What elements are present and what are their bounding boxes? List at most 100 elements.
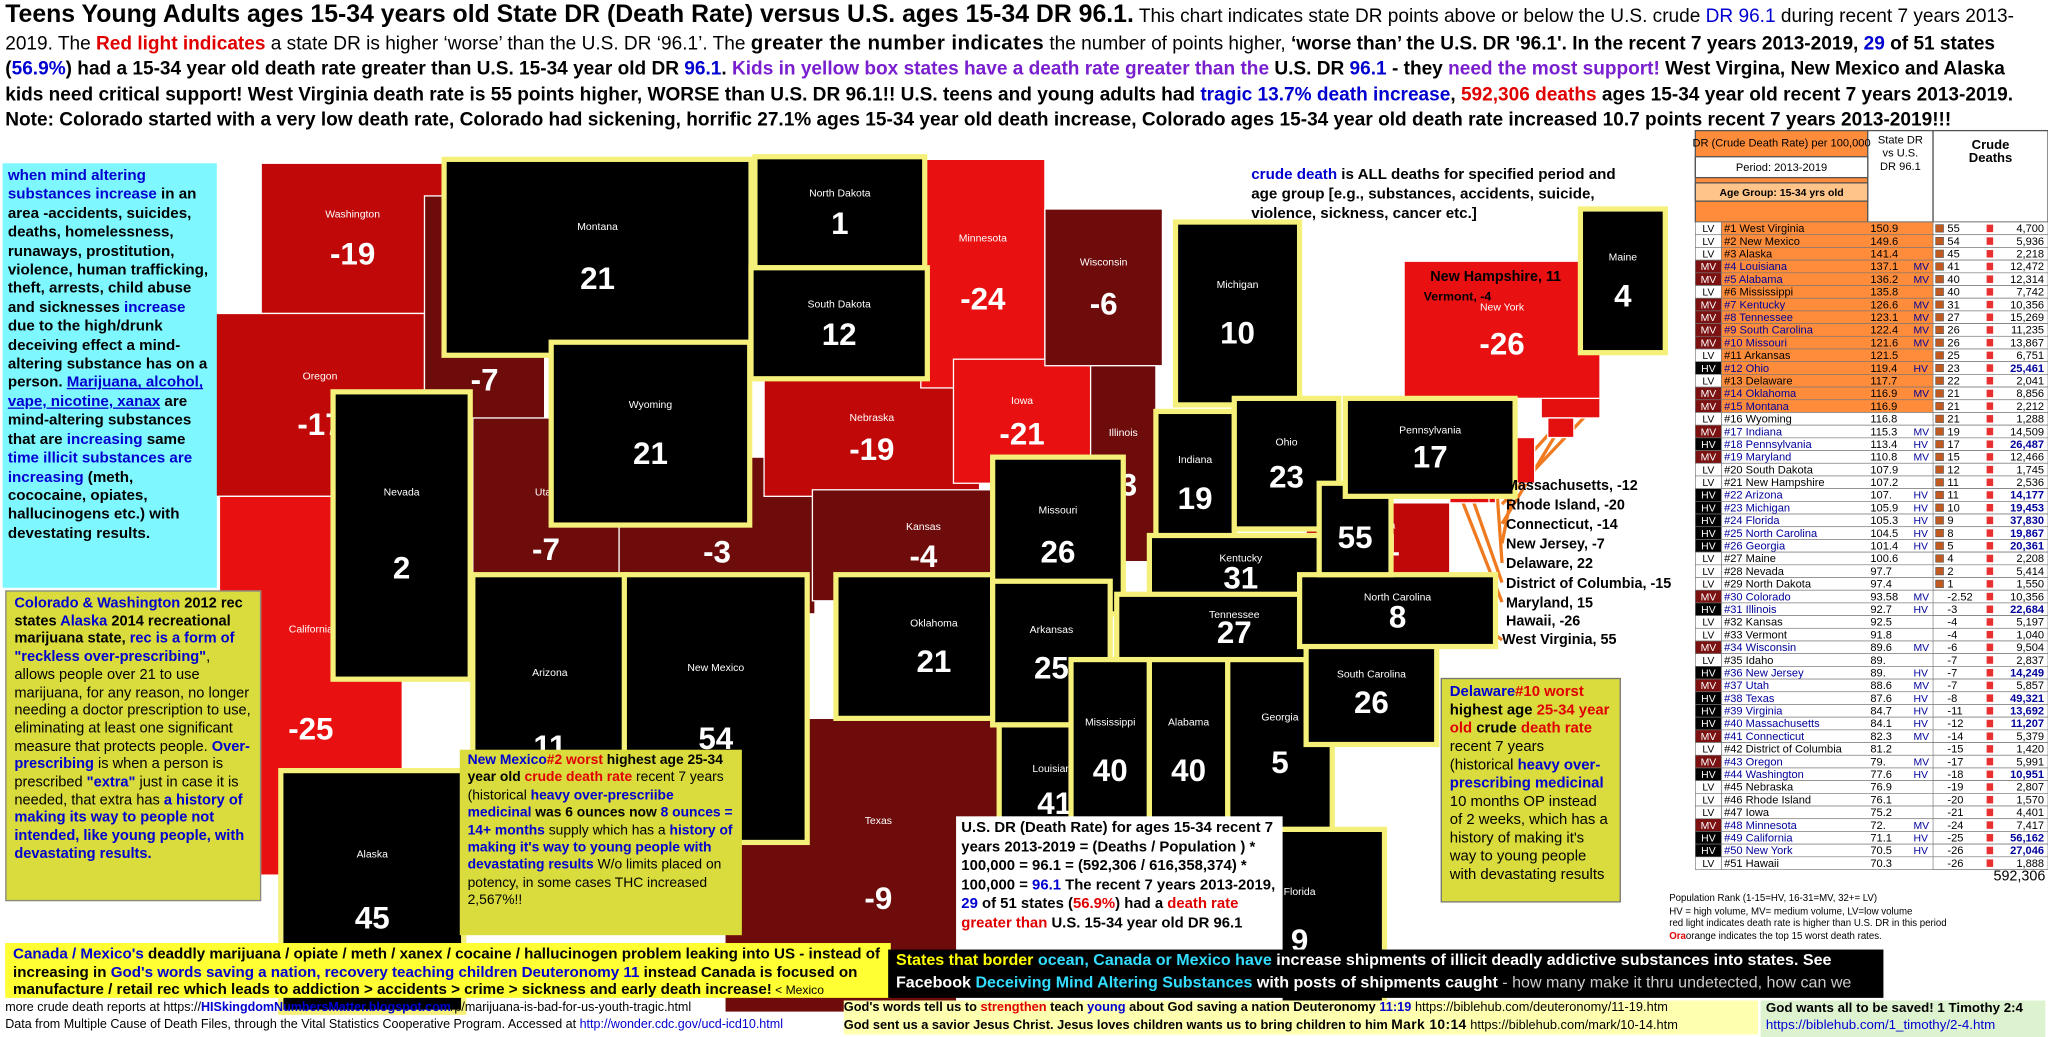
deaths-indicator (1986, 580, 1994, 588)
deaths-cell: 4,700 (2016, 223, 2044, 235)
deaths-cell: 5,991 (2016, 756, 2044, 768)
deaths-cell: 10,951 (2010, 769, 2044, 781)
state-value: 26 (1354, 685, 1389, 720)
vol-text: HV (1701, 440, 1716, 451)
deaths-cell: 12,314 (2010, 274, 2044, 286)
diff-cell: 11 (1947, 490, 1959, 502)
text-run: 56.9% (1072, 896, 1116, 913)
dr-cell: 137.1 (1870, 261, 1898, 273)
state-value: -6 (1090, 286, 1118, 321)
flag-cell: HV (1913, 491, 1928, 502)
deaths-indicator (1986, 630, 1994, 639)
vol-text: HV (1701, 707, 1716, 718)
text-run: ) had a (1115, 896, 1168, 913)
vol-text: MV (1701, 275, 1717, 286)
text-run: due to the high/drunk deceiving effect a… (7, 317, 208, 392)
state-shape (1146, 656, 1231, 846)
diff-indicator (1935, 541, 1944, 550)
text-run: Red light indicates (96, 33, 266, 55)
text-run: https://biblehub.com/deuteronomy/11-19.h… (1411, 1000, 1668, 1015)
deaths-cell: 2,212 (2016, 401, 2044, 413)
dr-cell: 72. (1870, 820, 1885, 832)
state-name-cell: #2 New Mexico (1724, 236, 1800, 248)
state-shape (441, 156, 754, 358)
deaths-cell: 37,830 (2010, 515, 2044, 527)
diff-cell: -11 (1947, 706, 1962, 718)
state: South Dakota 12 (748, 265, 930, 382)
deaths-cell: 1,745 (2016, 464, 2044, 476)
state-value: -3 (703, 535, 731, 570)
diff-indicator (1935, 389, 1944, 398)
state-shape (1068, 656, 1152, 846)
state-name: Texas (865, 816, 892, 827)
vol-text: LV (1702, 224, 1714, 235)
text-run: New Mexico (467, 752, 547, 768)
vol-text: MV (1701, 338, 1717, 349)
state: Michigan 10 (1172, 219, 1303, 408)
text-run: 2014 recreational marijuana state, (14, 613, 231, 648)
state-value: 17 (1413, 439, 1448, 474)
text-run: 8 ounces = 14+ months (467, 804, 733, 839)
vol-text: MV (1701, 427, 1717, 438)
text-run: crude death (1251, 165, 1338, 183)
state-shape (920, 158, 1046, 389)
diff-cell: 31 (1947, 299, 1959, 311)
diff-indicator (1935, 325, 1944, 335)
state-name-cell: #16 Wyoming (1724, 414, 1792, 426)
diff-cell: 45 (1947, 249, 1959, 261)
text-run: rec is a form of "reckless over-prescrib… (14, 631, 235, 665)
text-run: W/o limits placed on potency, in some ca… (467, 857, 722, 909)
vol-text: LV (1702, 237, 1714, 248)
state-value: 19 (1178, 481, 1213, 516)
deaths-cell: 10,356 (2010, 299, 2044, 311)
callout-label: New Jersey, -7 (1505, 536, 1605, 553)
state: Ohio 23 (1231, 395, 1342, 532)
deaths-indicator (1986, 300, 1994, 309)
dr-cell: 87.6 (1870, 693, 1892, 705)
text-run: increase (124, 298, 186, 316)
diff-indicator (1935, 465, 1944, 474)
state-name: New York (1480, 303, 1525, 314)
state-name: Tennessee (1209, 610, 1260, 621)
text-run: is ALL deaths for specified period and a… (1251, 165, 1616, 223)
vol-text: HV (1701, 770, 1716, 781)
dr-cell: 126.6 (1870, 299, 1898, 311)
state-name-cell: #43 Oregon (1724, 756, 1783, 768)
deaths-indicator (1986, 707, 1994, 715)
state-value: -19 (849, 432, 894, 467)
deaths-cell: 5,379 (2016, 731, 2044, 743)
diff-cell: -2.52 (1947, 591, 1972, 603)
state-name: Kansas (906, 522, 941, 533)
deaths-cell: 15,269 (2010, 312, 2044, 324)
diff-cell: 10 (1947, 502, 1959, 514)
delaware-note: Delaware#10 worst highest age 25-34 year… (1440, 677, 1621, 903)
state-name: Oregon (303, 371, 338, 382)
dr-cell: 97.4 (1870, 579, 1892, 591)
deaths-indicator (1986, 770, 1994, 779)
flag-cell: HV (1913, 668, 1928, 679)
diff-cell: -17 (1947, 756, 1963, 768)
text-run: . (721, 59, 732, 80)
vol-text: LV (1702, 580, 1714, 591)
dr-cell: 89. (1870, 667, 1885, 679)
vol-text: LV (1702, 745, 1714, 756)
state-shape (548, 339, 753, 528)
text-run: same (142, 430, 186, 448)
text-run: increase shipments of illicit deadly add… (895, 950, 1832, 992)
flag-cell: HV (1913, 770, 1928, 781)
dr-cell: 110.8 (1870, 452, 1897, 464)
state-name: Minnesota (959, 234, 1007, 245)
vol-text: MV (1701, 402, 1717, 413)
state-name-cell: #38 Texas (1724, 693, 1775, 705)
state: Mississippi 40 (1068, 656, 1152, 846)
death-rate-table: DR (Crude Death Rate) per 100,000 Period:… (1692, 129, 2048, 870)
dr-cell: 81.2 (1870, 744, 1892, 756)
state-value: 1 (831, 206, 848, 241)
flag-cell: MV (1913, 757, 1929, 768)
text-run: ocean, Canada or Mexico have (1037, 950, 1272, 970)
state-name-cell: #19 Maryland (1724, 452, 1791, 464)
dr-cell: 79. (1870, 756, 1885, 768)
table-header-sub (1694, 182, 1869, 202)
state: Indiana 19 (1153, 408, 1237, 558)
